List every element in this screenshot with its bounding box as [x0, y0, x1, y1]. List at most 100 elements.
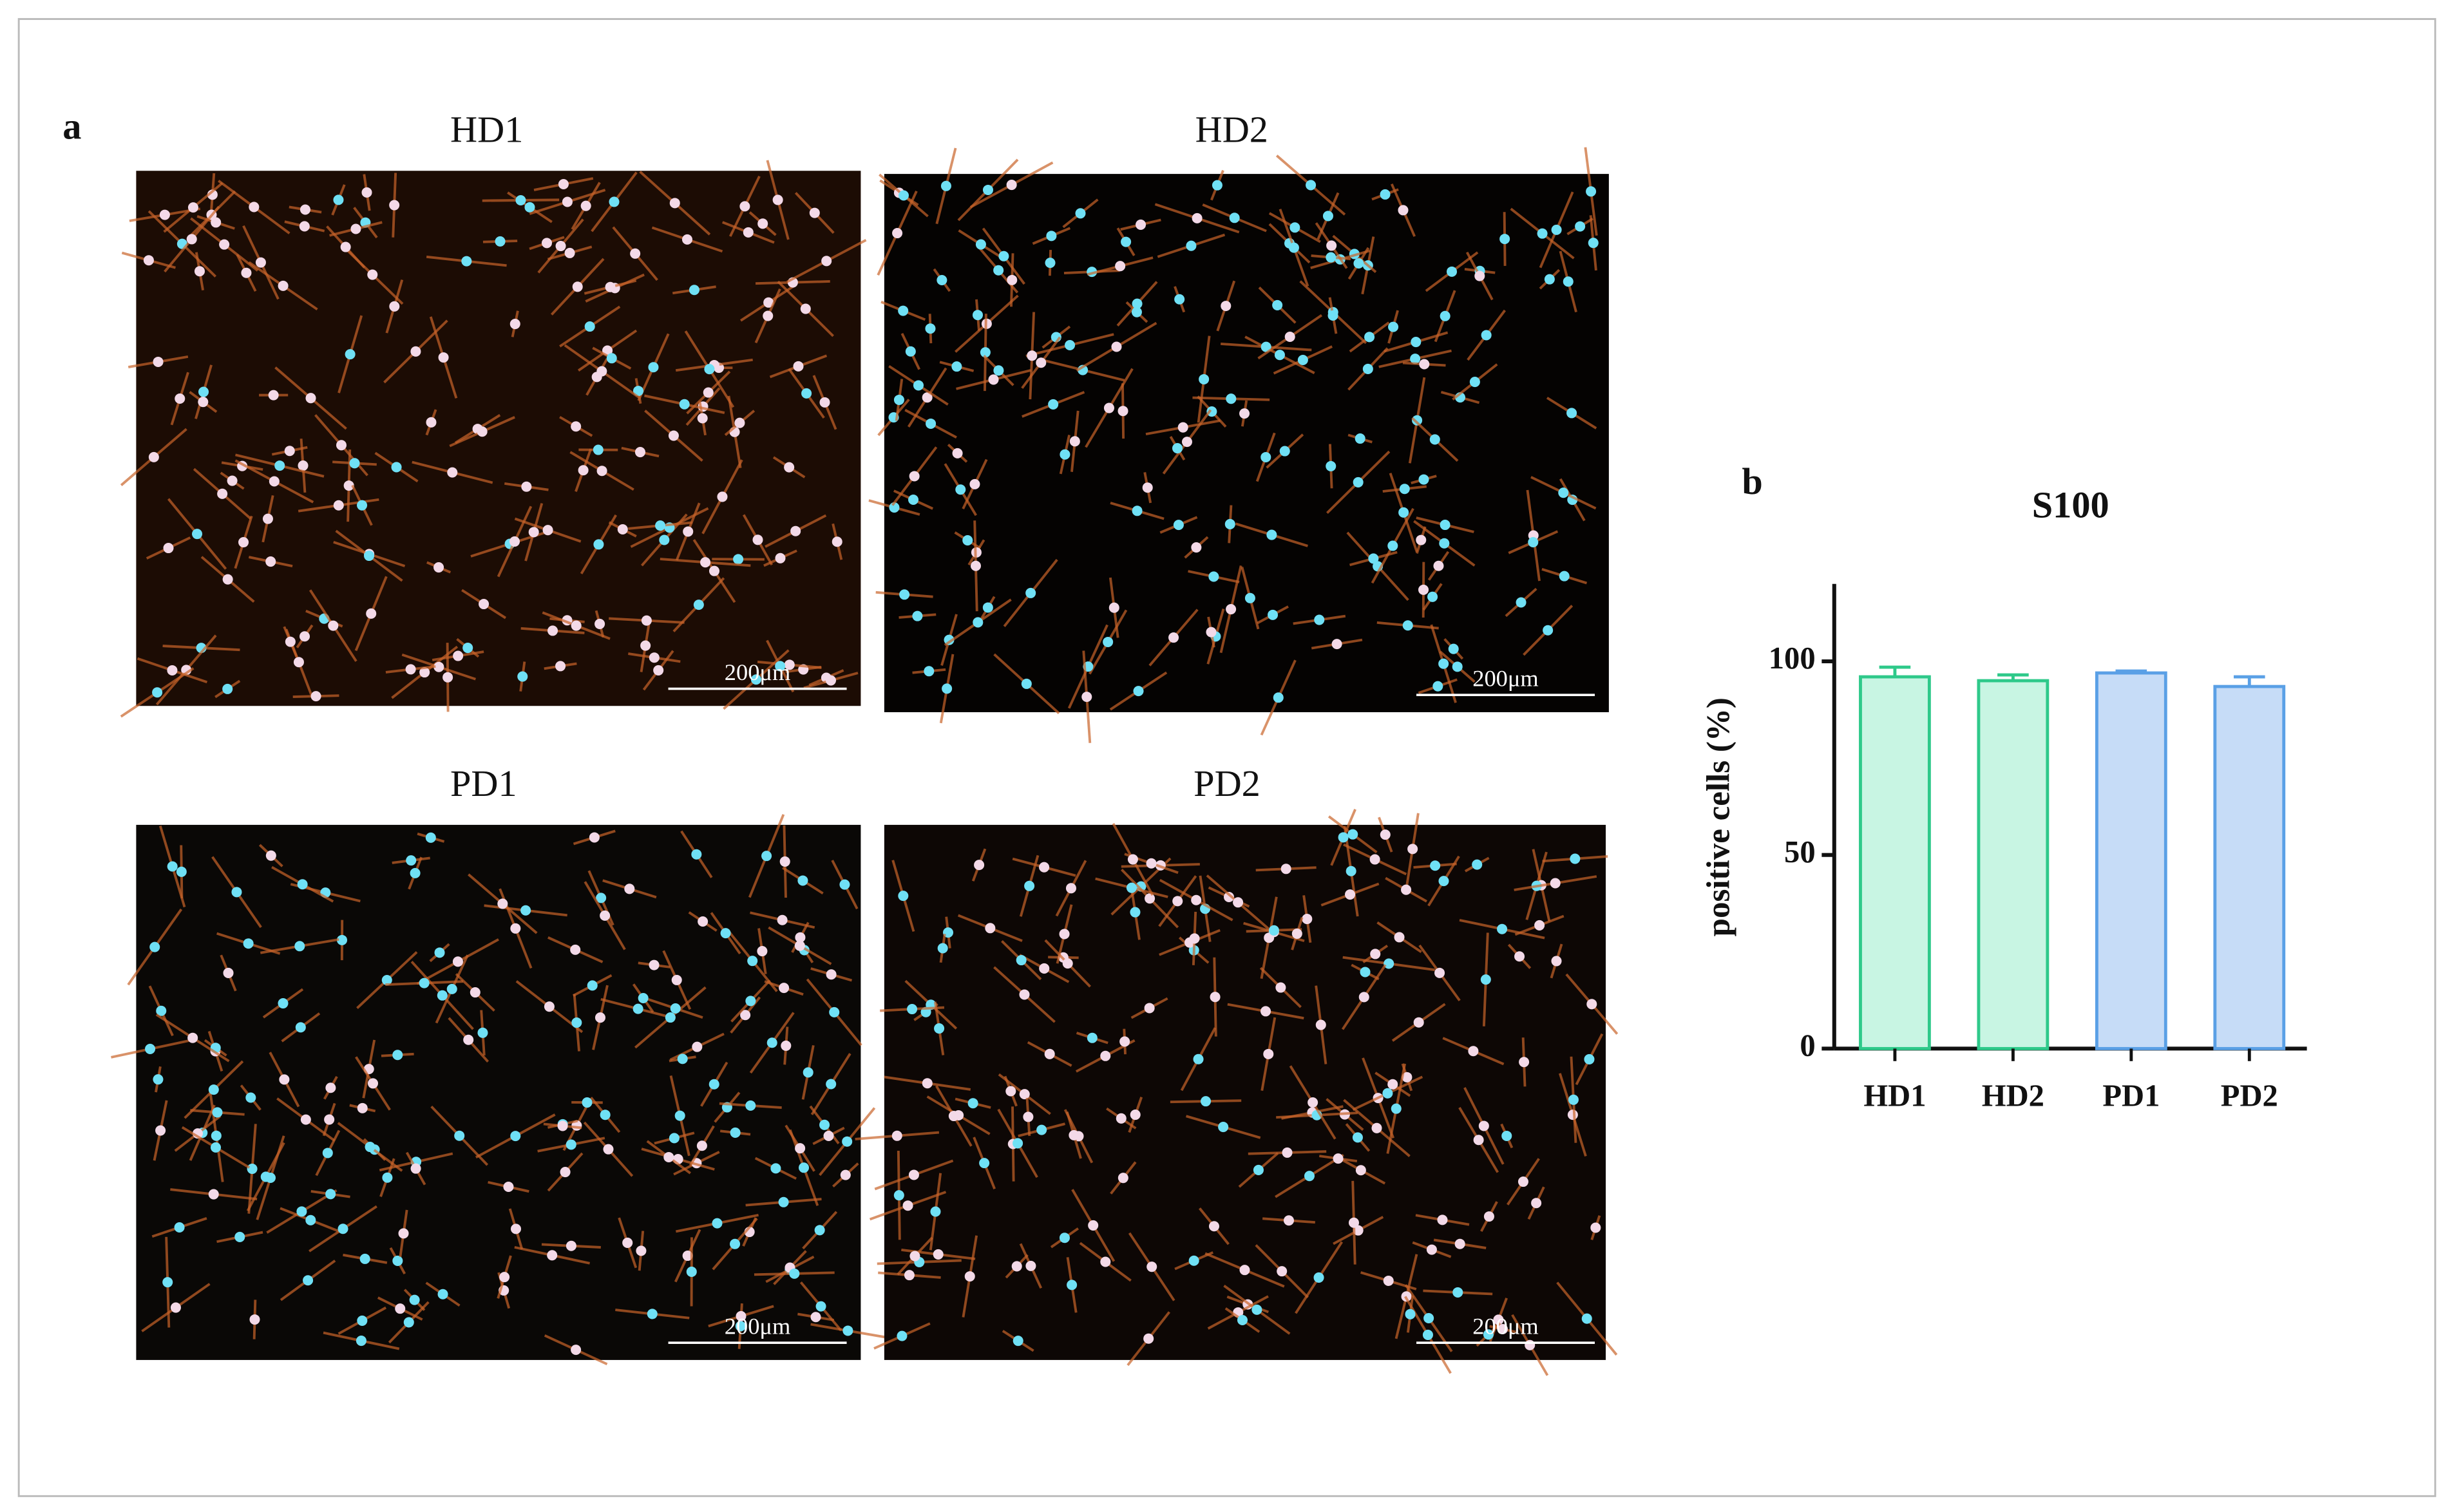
- cell-nucleus: [477, 1027, 488, 1038]
- cell-nucleus: [1199, 373, 1210, 384]
- cell-nucleus: [1322, 211, 1333, 222]
- cell-nucleus: [547, 625, 558, 636]
- cell-nucleus: [1531, 1198, 1542, 1209]
- cell-nucleus: [212, 1107, 223, 1118]
- cell-nucleus: [356, 1336, 366, 1347]
- cell-nucleus: [149, 941, 160, 952]
- cell-nucleus: [781, 1040, 792, 1051]
- cell-nucleus: [262, 513, 273, 524]
- cell-nucleus: [747, 956, 758, 967]
- image-title: PD2: [1194, 762, 1260, 804]
- cell-nucleus: [155, 1125, 166, 1136]
- scale-bar-label: 200μm: [725, 1314, 791, 1339]
- cell-nucleus: [641, 615, 652, 626]
- cell-nucleus: [1251, 1304, 1262, 1315]
- cell-nucleus: [1273, 692, 1284, 703]
- cell-nucleus: [1013, 1336, 1023, 1347]
- cell-nucleus: [1440, 310, 1451, 321]
- cell-nucleus: [593, 539, 604, 550]
- cell-nucleus: [426, 417, 437, 428]
- cell-nucleus: [1405, 1309, 1416, 1319]
- cell-nucleus: [392, 1050, 403, 1061]
- cell-nucleus: [298, 460, 309, 471]
- bar: [1977, 679, 2050, 1050]
- cell-nucleus: [1382, 1088, 1393, 1099]
- cell-nucleus: [596, 893, 607, 903]
- cell-nucleus: [389, 301, 400, 312]
- cell-nucleus: [1452, 661, 1463, 672]
- cell-nucleus: [325, 1189, 336, 1200]
- cell-nucleus: [1024, 880, 1035, 891]
- cell-nucleus: [509, 536, 520, 547]
- cell-nucleus: [1177, 422, 1188, 433]
- cell-nucleus: [924, 666, 935, 677]
- cell-nucleus: [208, 1189, 219, 1200]
- cell-nucleus: [761, 851, 772, 862]
- cell-nucleus: [1025, 1260, 1036, 1271]
- micrograph-background: [136, 824, 861, 1360]
- cell-nucleus: [255, 257, 266, 268]
- cell-nucleus: [790, 525, 801, 536]
- cell-nucleus: [410, 1163, 421, 1174]
- cell-nucleus: [679, 399, 690, 410]
- cell-nucleus: [826, 1079, 837, 1090]
- cell-nucleus: [1402, 1072, 1412, 1082]
- cell-nucleus: [696, 1140, 707, 1151]
- cell-nucleus: [1525, 1339, 1536, 1350]
- cell-nucleus: [446, 983, 457, 994]
- cell-nucleus: [889, 502, 900, 513]
- cell-nucleus: [269, 476, 280, 487]
- cell-nucleus: [712, 1218, 723, 1229]
- cell-nucleus: [499, 1272, 510, 1283]
- cell-nucleus: [278, 998, 289, 1009]
- cell-nucleus: [345, 349, 356, 360]
- cell-nucleus: [689, 285, 699, 296]
- cell-nucleus: [1260, 1006, 1271, 1017]
- cell-nucleus: [1338, 832, 1349, 843]
- cell-nucleus: [909, 1251, 920, 1262]
- cell-nucleus: [186, 234, 197, 245]
- cell-nucleus: [1007, 274, 1018, 285]
- cell-nucleus: [825, 675, 837, 686]
- cell-nucleus: [766, 1037, 777, 1048]
- cell-nucleus: [217, 488, 228, 499]
- cell-nucleus: [750, 674, 761, 685]
- cell-nucleus: [898, 305, 909, 316]
- cell-nucleus: [1275, 982, 1286, 993]
- cell-nucleus: [1439, 538, 1450, 549]
- cell-nucleus: [1446, 266, 1458, 277]
- cell-nucleus: [333, 194, 344, 205]
- cell-nucleus: [1468, 1046, 1479, 1057]
- cell-nucleus: [419, 978, 430, 988]
- cell-nucleus: [1333, 1153, 1344, 1164]
- cell-nucleus: [1481, 330, 1492, 341]
- cell-nucleus: [897, 1330, 908, 1341]
- cell-nucleus: [557, 1120, 568, 1131]
- cell-nucleus: [359, 1253, 370, 1264]
- cell-nucleus: [1279, 446, 1290, 457]
- cell-nucleus: [1025, 587, 1036, 598]
- cell-nucleus: [1121, 236, 1132, 247]
- cell-nucleus: [733, 554, 744, 565]
- cell-nucleus: [937, 274, 947, 286]
- cell-nucleus: [192, 529, 203, 540]
- cell-nucleus: [1062, 958, 1073, 969]
- cell-nucleus: [670, 1003, 681, 1014]
- cell-nucleus: [1297, 354, 1308, 366]
- cell-nucleus: [367, 1078, 379, 1089]
- cell-nucleus: [454, 1130, 465, 1141]
- cell-nucleus: [964, 1271, 975, 1282]
- cell-nucleus: [1422, 1329, 1433, 1340]
- cell-nucleus: [622, 1237, 633, 1248]
- cell-nucleus: [452, 956, 463, 967]
- cell-nucleus: [1115, 261, 1126, 272]
- cell-nucleus: [1519, 1057, 1530, 1068]
- cell-nucleus: [819, 397, 830, 408]
- cell-nucleus: [1358, 992, 1369, 1003]
- cell-nucleus: [683, 526, 694, 537]
- cell-nucleus: [942, 683, 953, 694]
- cell-nucleus: [1145, 893, 1156, 904]
- cell-nucleus: [1224, 518, 1235, 529]
- cell-nucleus: [1586, 186, 1597, 197]
- cell-nucleus: [826, 969, 837, 980]
